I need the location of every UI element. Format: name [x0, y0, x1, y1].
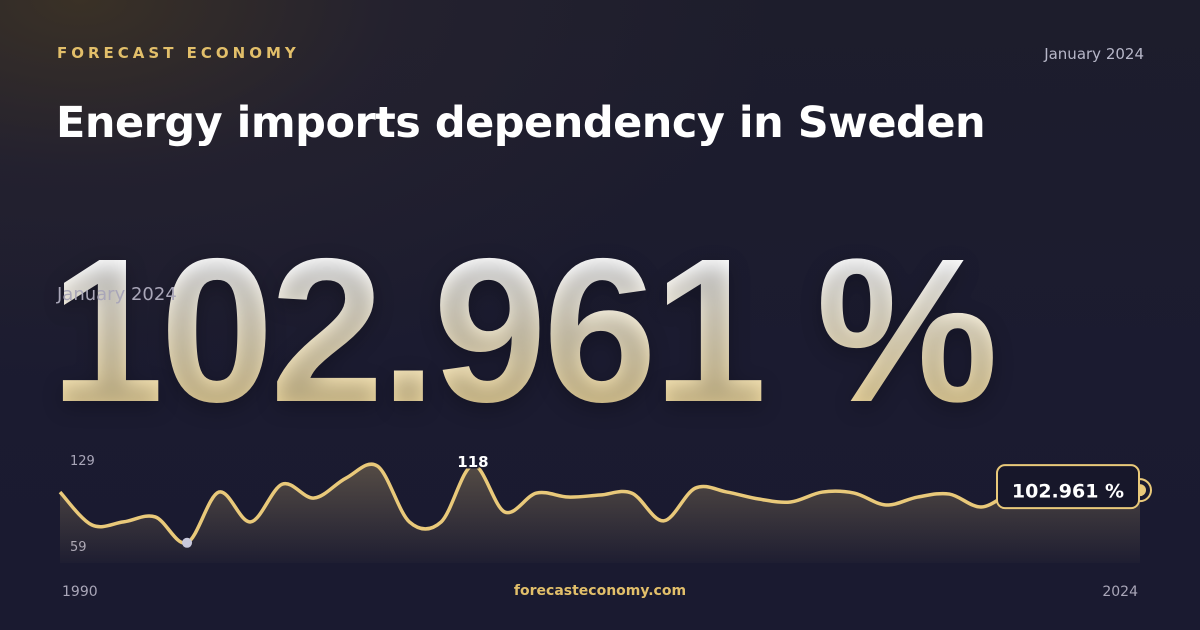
- date: January 2024: [1044, 45, 1144, 63]
- area: [60, 464, 1140, 563]
- x-tick-label: 2024: [1102, 584, 1138, 600]
- line: [58, 462, 1141, 545]
- value-label: 102.961 %: [1012, 481, 1124, 503]
- footer-link: forecasteconomy.com: [513, 583, 687, 599]
- chart-title: Energy imports dependency in Sweden: [56, 98, 986, 148]
- x-tick-label: 1990: [62, 584, 98, 600]
- y-tick-label: 129: [70, 454, 95, 469]
- brand: FORECAST ECONOMY: [57, 44, 300, 62]
- headline-date: January 2024: [57, 284, 177, 305]
- max-label: 118: [457, 453, 488, 471]
- value-badge: [996, 464, 1140, 510]
- min-marker: [182, 537, 193, 548]
- headline-value: 102.961 %: [50, 216, 998, 445]
